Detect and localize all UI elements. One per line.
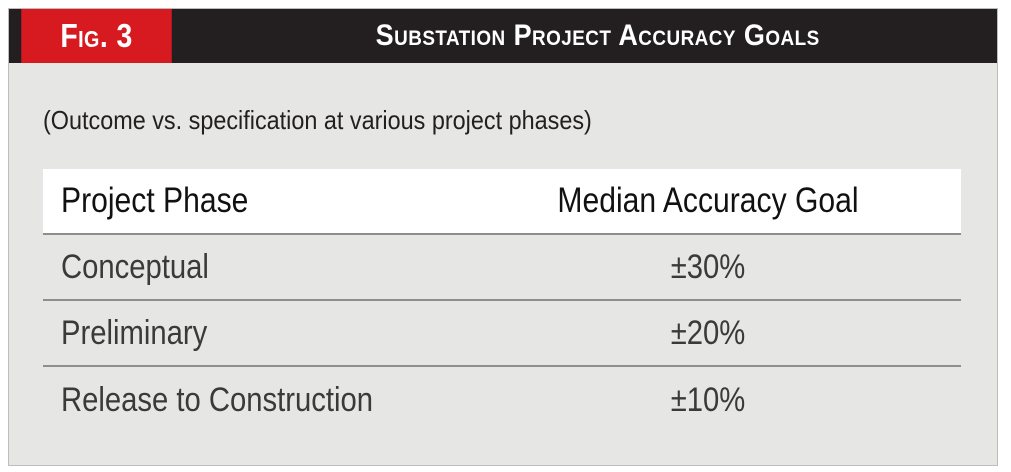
- figure-panel: Fig. 3 Substation Project Accuracy Goals…: [8, 8, 998, 466]
- figure-title-text: Substation Project Accuracy Goals: [376, 19, 820, 52]
- goal-cell: ±20%: [670, 313, 746, 352]
- table-row: Preliminary ±20%: [43, 301, 961, 367]
- phase-cell: Preliminary: [61, 313, 208, 352]
- phase-cell: Conceptual: [61, 247, 209, 286]
- goal-cell: ±10%: [670, 380, 746, 419]
- header-project-phase: Project Phase: [61, 181, 249, 220]
- figure-subtitle: (Outcome vs. specification at various pr…: [43, 105, 592, 135]
- goal-cell: ±30%: [670, 247, 746, 286]
- table-row: Release to Construction ±10%: [43, 367, 961, 433]
- table-header-row: Project Phase Median Accuracy Goal: [43, 169, 961, 235]
- phase-cell: Release to Construction: [61, 380, 374, 419]
- figure-label: Fig. 3: [21, 9, 172, 63]
- table-row: Conceptual ±30%: [43, 235, 961, 301]
- accuracy-table: Project Phase Median Accuracy Goal Conce…: [43, 169, 961, 433]
- figure-header: Fig. 3 Substation Project Accuracy Goals: [9, 9, 997, 63]
- header-median-accuracy-goal: Median Accuracy Goal: [557, 181, 859, 220]
- figure-title: Substation Project Accuracy Goals: [199, 9, 997, 63]
